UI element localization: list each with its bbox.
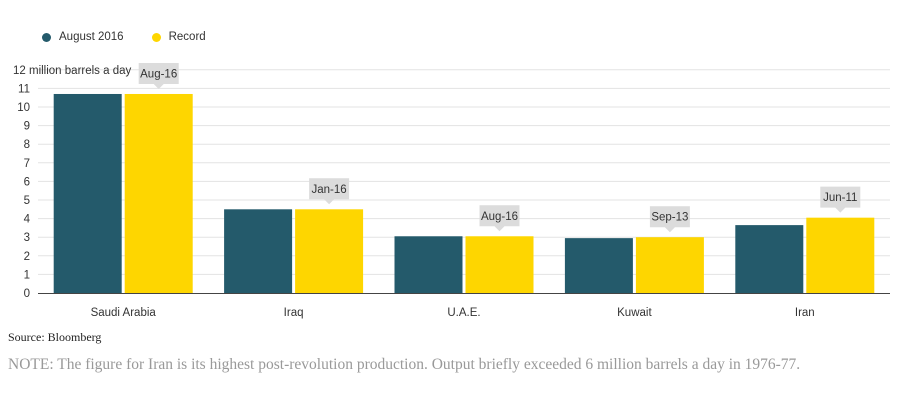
source-text: Source: Bloomberg [8, 330, 102, 344]
y-tick-label: 3 [24, 232, 30, 244]
x-category-label: Kuwait [617, 307, 652, 319]
bar-record [124, 93, 193, 293]
chart-legend: August 2016 Record [42, 31, 234, 43]
bar-record [465, 236, 534, 293]
x-category-label: Iraq [284, 307, 304, 319]
legend-item-august-2016: August 2016 [42, 31, 124, 43]
bar-record [635, 237, 704, 293]
legend-swatch-august-2016 [42, 32, 51, 42]
legend-item-record: Record [151, 31, 206, 43]
bar-august-2016 [53, 93, 122, 293]
y-tick-label: 9 [24, 121, 30, 133]
x-category-label: U.A.E. [447, 307, 480, 319]
legend-label-august-2016: August 2016 [59, 31, 124, 43]
y-tick-label: 11 [18, 83, 30, 95]
y-tick-label: 4 [24, 214, 31, 226]
y-tick-label: 8 [24, 139, 30, 151]
record-date-label: Jun-11 [823, 192, 857, 204]
bar-chart: 0 1 2 3 4 5 6 7 8 9 10 11 12 million barrels a day Au… [13, 62, 890, 319]
record-date-label: Aug-16 [481, 211, 518, 223]
legend-swatch-record [151, 32, 161, 42]
record-date-callout [138, 62, 179, 89]
y-tick-label: 2 [24, 251, 30, 263]
record-date-label: Aug-16 [140, 68, 177, 80]
bar-august-2016 [564, 238, 633, 293]
bar-record [806, 217, 875, 293]
record-date-callout [479, 205, 520, 232]
bar-record [295, 209, 364, 293]
record-date-label: Jan-16 [312, 184, 347, 196]
record-date-callout [649, 206, 690, 233]
x-category-label: Saudi Arabia [91, 307, 157, 319]
legend-label-record: Record [168, 31, 206, 43]
record-date-callout [820, 186, 861, 213]
y-tick-label: 0 [24, 288, 30, 300]
record-date-callout [309, 178, 350, 205]
footnote-text: NOTE: The figure for Iran is its highest… [8, 356, 801, 373]
y-tick-label: 6 [24, 176, 30, 188]
y-tick-label: 1 [24, 269, 30, 281]
record-date-label: Sep-13 [651, 212, 688, 224]
y-axis-label: 12 million barrels a day [13, 65, 132, 77]
y-tick-label: 10 [17, 102, 30, 114]
y-tick-label: 5 [24, 195, 30, 207]
y-tick-label: 7 [24, 158, 30, 170]
bar-august-2016 [394, 236, 463, 293]
x-category-label: Iran [795, 307, 815, 319]
bar-august-2016 [735, 225, 804, 293]
bar-august-2016 [224, 209, 293, 293]
